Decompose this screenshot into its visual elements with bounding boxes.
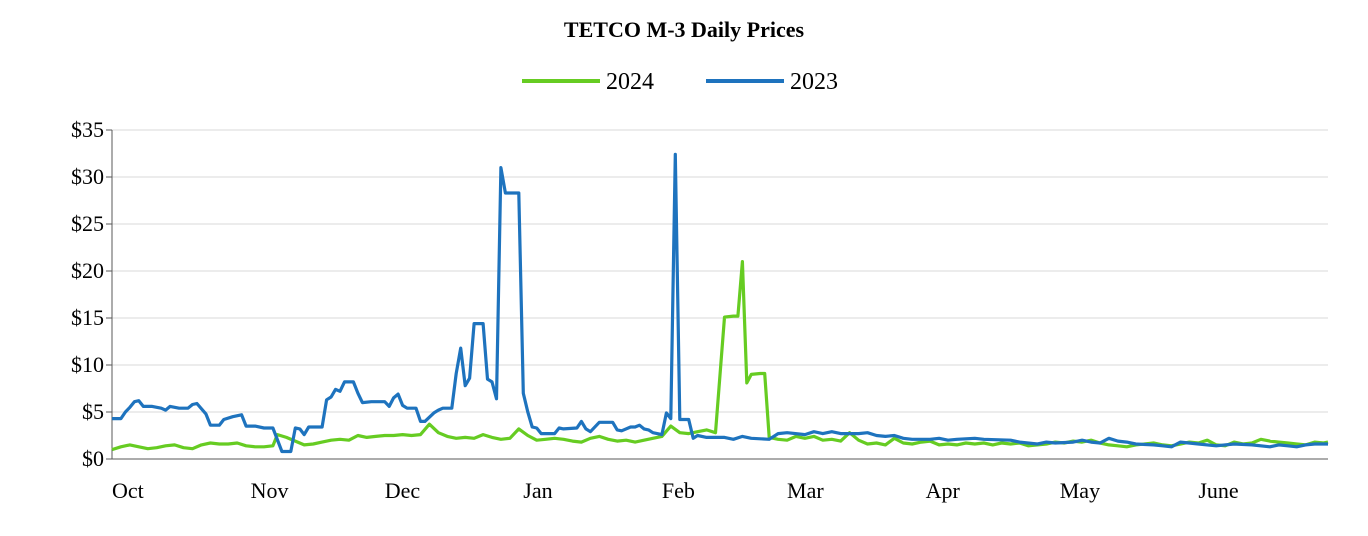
x-tick-label: Jan: [523, 478, 552, 503]
series-line-2023: [112, 152, 1328, 454]
chart-legend: 2024 2023: [522, 69, 838, 95]
x-tick-label: Feb: [662, 478, 695, 503]
y-tick-label: $10: [71, 352, 104, 377]
series-lines: [111, 152, 1329, 454]
axes: $0 $5 $10 $15 $20 $25 $30 $35 Oct Nov Dec Jan Feb Mar…: [71, 117, 1328, 503]
x-tick-label: May: [1060, 478, 1100, 503]
x-tick-label: Apr: [926, 478, 961, 503]
series-line-2024: [111, 260, 1329, 452]
y-tick-label: $5: [82, 399, 104, 424]
y-tick-label: $20: [71, 258, 104, 283]
x-tick-label: Nov: [251, 478, 289, 503]
legend-label-2024: 2024: [606, 69, 654, 95]
x-tick-label: Mar: [787, 478, 824, 503]
x-tick-label: Dec: [385, 478, 421, 503]
y-tick-label: $0: [82, 446, 104, 471]
y-tick-label: $25: [71, 211, 104, 236]
y-tick-label: $30: [71, 164, 104, 189]
legend-label-2023: 2023: [790, 69, 838, 95]
y-tick-label: $15: [71, 305, 104, 330]
x-tick-label: June: [1198, 478, 1238, 503]
grid-lines: [112, 129, 1328, 413]
chart-title: TETCO M-3 Daily Prices: [564, 17, 805, 42]
y-tick-label: $35: [71, 117, 104, 142]
x-tick-label: Oct: [112, 478, 144, 503]
